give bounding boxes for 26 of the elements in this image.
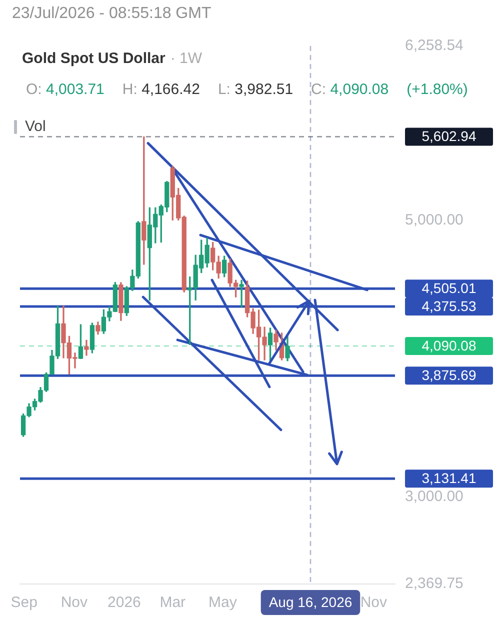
- ref-line-label: 4,505.01: [422, 280, 476, 296]
- x-tick-label: Sep: [10, 594, 38, 612]
- x-tick-label: May: [208, 594, 238, 612]
- x-tick-label: Nov: [60, 594, 88, 612]
- text: (+1.80%): [406, 81, 468, 98]
- ref-line-label: 4,375.53: [422, 298, 476, 314]
- x-tick-label: Mar: [160, 594, 186, 612]
- y-tick-label: 3,000.00: [405, 488, 464, 505]
- ref-line-label: 5,602.94: [422, 128, 476, 144]
- text: 23/Jul/2026 - 08:55:18 GMT: [12, 5, 212, 23]
- annotation: H: 4,166.42: [122, 81, 200, 98]
- y-tick-label: 2,369.75: [405, 575, 464, 592]
- y-tick-label: 6,258.54: [405, 37, 464, 54]
- x-tick-label: 2026: [108, 594, 141, 612]
- chart-title: Gold Spot US Dollar: [22, 50, 166, 67]
- y-tick-label: 5,000.00: [405, 211, 464, 228]
- annotation: O: 4,003.71: [26, 81, 104, 98]
- ref-line-label: 3,131.41: [422, 470, 476, 486]
- chart-subtitle: · 1W: [170, 50, 202, 67]
- ref-line-label: 3,875.69: [422, 367, 476, 384]
- annotation: L: 3,982.51: [218, 81, 294, 98]
- annotation: C: 4,090.08: [311, 81, 389, 98]
- annotation: Vol: [25, 118, 46, 135]
- ref-line-label: Aug 16, 2026: [268, 594, 352, 610]
- x-tick-label: Nov: [360, 594, 388, 612]
- ref-line-label: 4,090.08: [422, 337, 476, 354]
